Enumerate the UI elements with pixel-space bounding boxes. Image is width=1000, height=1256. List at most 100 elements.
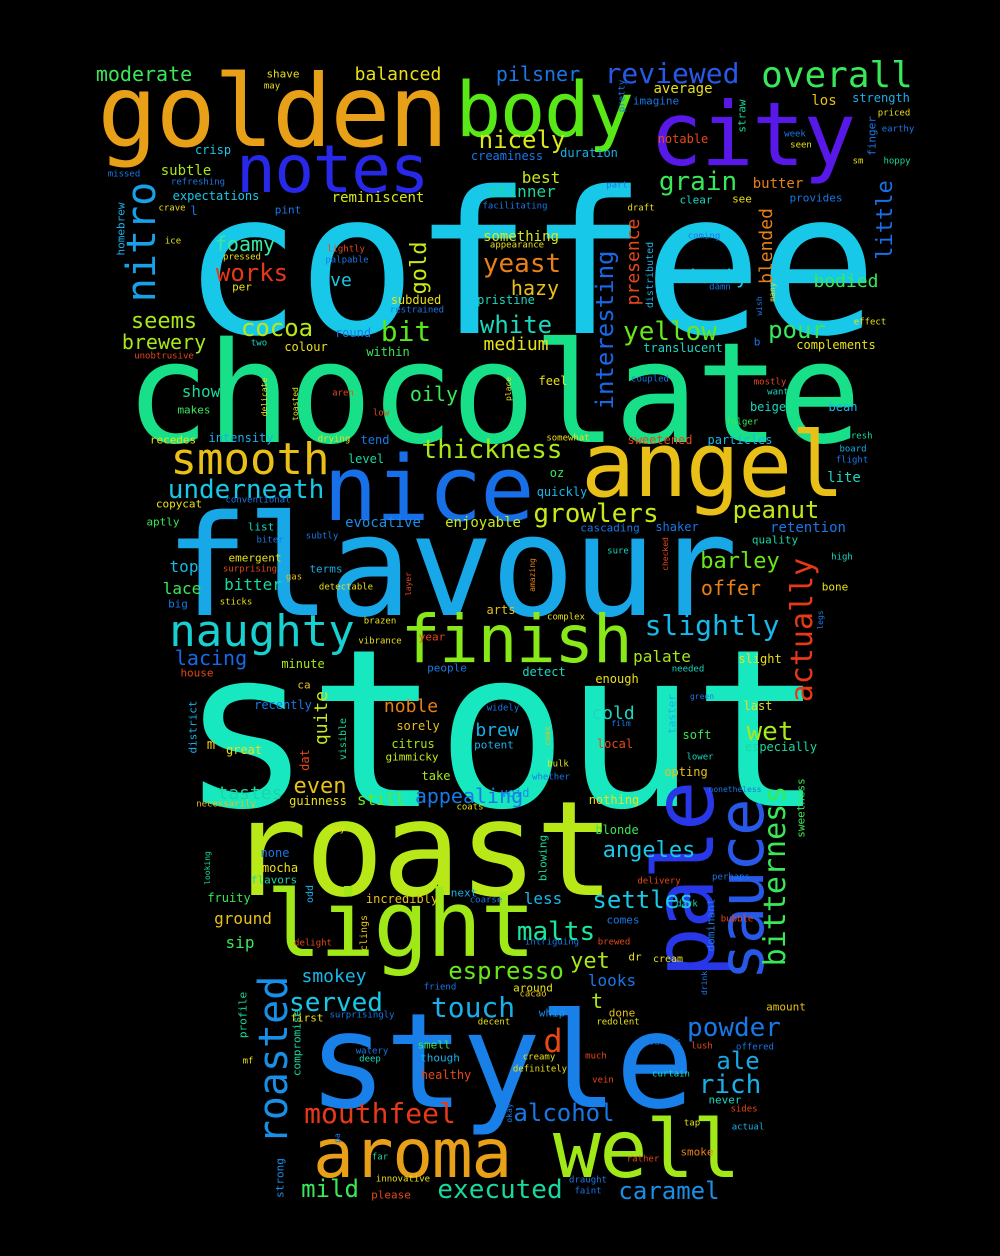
word-mild: mild [301, 1175, 359, 1203]
word-settles: settles [592, 886, 694, 914]
word-gas: gas [285, 572, 303, 583]
word-mouthfeel: mouthfeel [304, 1097, 456, 1130]
word-within: within [366, 345, 410, 359]
word-next: next [450, 886, 478, 900]
word-draft: draft [627, 203, 655, 214]
word-shave: shave [266, 67, 300, 81]
word-underneath: underneath [167, 475, 325, 505]
word-city: city [649, 83, 857, 186]
word-clear: clear [679, 193, 713, 207]
word-taster: taster [665, 694, 679, 734]
word-whether: whether [532, 772, 570, 783]
word-ground: ground [214, 909, 272, 928]
word-foamy: foamy [214, 232, 276, 256]
word-copycat: copycat [155, 497, 203, 511]
word-dr: dr [628, 950, 642, 964]
word-surprising: surprising [222, 564, 278, 575]
word-notes: notes [235, 131, 429, 208]
word-best: best [521, 168, 561, 187]
word-powder: powder [687, 1013, 781, 1043]
word-colour: colour [284, 340, 328, 354]
word-coats: coats [456, 802, 484, 813]
word-bean: bean [828, 400, 858, 414]
word-coupled: coupled [631, 374, 669, 385]
word-ca: ca [297, 678, 311, 692]
word-blended: blended [756, 208, 777, 284]
word-light: light [266, 871, 536, 978]
word-profile: profile [236, 991, 250, 1039]
word-delivery: delivery [637, 876, 681, 887]
word-see: see [732, 192, 752, 206]
word-redolent: redolent [596, 1017, 640, 1028]
word-served: served [289, 988, 383, 1018]
word-looks: looks [587, 971, 637, 990]
word-pretty: pretty [617, 79, 628, 113]
word-rich: rich [698, 1070, 762, 1100]
word-duration: duration [560, 146, 618, 160]
word-touch: touch [430, 991, 516, 1024]
word-growlers: growlers [533, 499, 659, 529]
word-provides: provides [789, 191, 843, 205]
word-bit: bit [380, 315, 432, 348]
word-list: list [247, 520, 275, 534]
word-sweetness: sweetness [794, 778, 808, 838]
word-intriguing: intriguing [524, 937, 580, 948]
word-ale: ale [716, 1047, 760, 1075]
word-expectations: expectations [172, 189, 260, 203]
word-thinner: thinner [488, 182, 556, 201]
word-quality: quality [751, 533, 799, 547]
word-aptly: aptly [146, 515, 180, 529]
word-delicate: delicate [260, 377, 269, 417]
word-lush: lush [691, 1041, 713, 1052]
word-fresh: fresh [845, 431, 873, 442]
word-enough: enough [595, 672, 639, 686]
word-balanced: balanced [354, 64, 442, 85]
word-brew: brew [475, 720, 519, 741]
word-gimmicky: gimmicky [385, 750, 439, 764]
word-ve: ve [330, 270, 352, 291]
word-surprisingly: surprisingly [329, 1010, 395, 1021]
word-amazing: amazing [528, 558, 537, 592]
word-notable: notable [657, 132, 709, 146]
word-bulk: bulk [547, 759, 569, 770]
word-appearance: appearance [489, 240, 545, 251]
word-pint: pint [274, 203, 302, 217]
word-innovative: innovative [375, 1174, 431, 1185]
word-effect: effect [853, 317, 887, 328]
word-checked: checked [661, 537, 670, 571]
word-year: year [418, 630, 446, 644]
word-well: well [552, 1103, 741, 1196]
word-malts: malts [516, 917, 596, 947]
word-definitely: definitely [512, 1064, 568, 1075]
word-pa: pa [333, 1133, 342, 1143]
word-local: local [596, 737, 634, 751]
word-sure: sure [607, 546, 629, 557]
word-crisp: crisp [194, 143, 232, 157]
word-appealing: appealing [414, 784, 524, 808]
word-sm: sm [852, 156, 864, 167]
word-damn: damn [709, 282, 731, 293]
word-soft: soft [682, 728, 712, 742]
word-ice: ice [164, 236, 182, 247]
word-deep: deep [359, 1054, 381, 1065]
word-green: green [689, 692, 715, 701]
word-stout: stout [179, 602, 825, 858]
word-cacao: cacao [519, 989, 547, 1000]
word-nitro: nitro [119, 181, 165, 303]
word-priced: priced [877, 108, 911, 119]
word-bakers: bakers [648, 1037, 682, 1048]
word-okay: okay [505, 1103, 514, 1123]
word-facilitating: facilitating [482, 201, 548, 212]
word-style: style [307, 985, 695, 1139]
word-lace: lace [162, 579, 202, 598]
word-cascading: cascading [580, 521, 640, 535]
word-recently: recently [254, 698, 312, 712]
word-unobtrusive: unobtrusive [134, 351, 194, 362]
word-clings: clings [359, 914, 370, 952]
word-strength: strength [852, 91, 910, 105]
word-blonde: blonde [595, 823, 639, 837]
word-pressed: pressed [223, 252, 261, 263]
word-seen: seen [790, 140, 812, 151]
word-roast: roast [227, 773, 615, 927]
